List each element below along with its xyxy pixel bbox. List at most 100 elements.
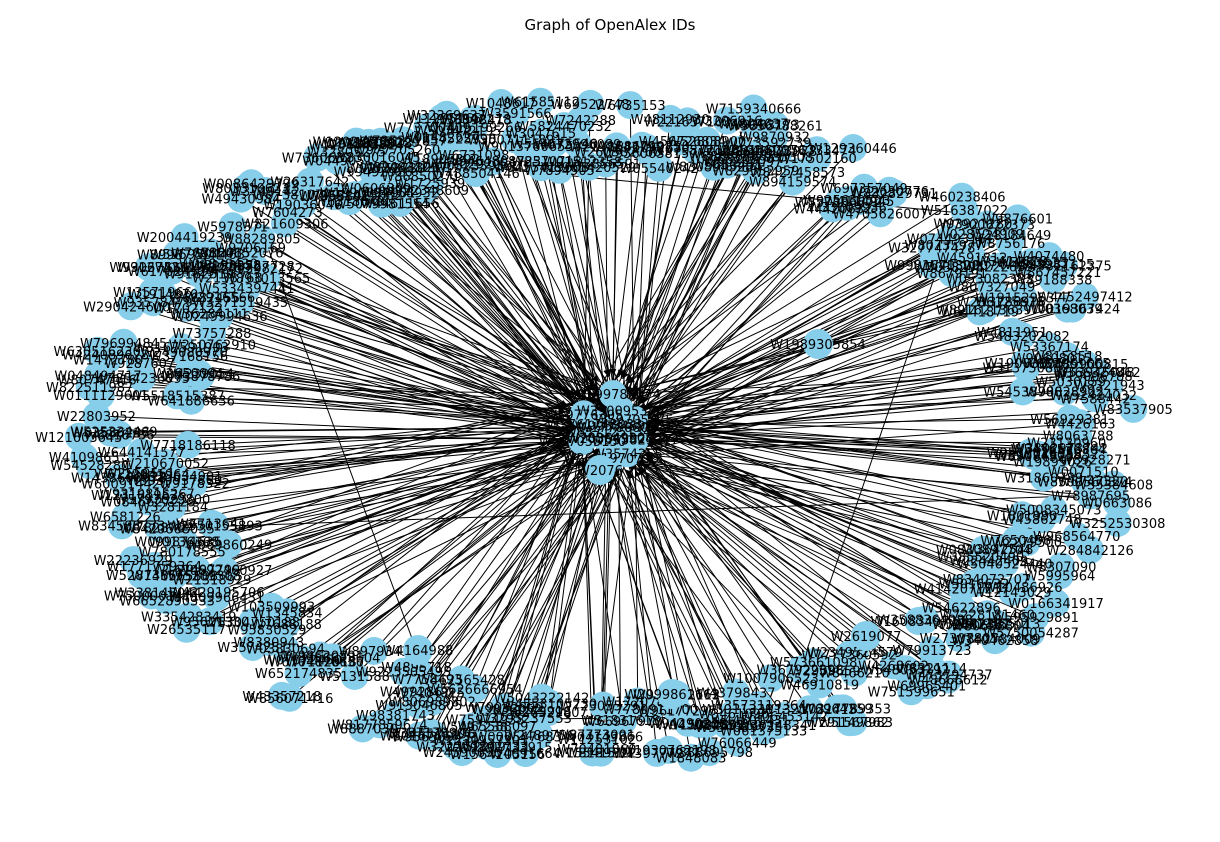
graph-edge (628, 150, 770, 395)
node-label: W867457221 (1014, 266, 1101, 281)
graph-node (174, 431, 202, 459)
node-label: W525334469 (70, 426, 157, 441)
graph-node (695, 738, 724, 767)
node-label: W3167591903 (133, 341, 229, 356)
node-label: W4074480 (1014, 250, 1085, 265)
node-label: W8928271 (1060, 454, 1131, 469)
graph-edge (461, 468, 620, 753)
graph-edge (638, 362, 1025, 411)
graph-edge (600, 391, 1065, 442)
node-label: W8646923978 (722, 145, 818, 160)
graph-edge (623, 443, 739, 710)
node-label: W1801990 (987, 509, 1058, 524)
graph-node (866, 199, 895, 228)
node-label: W0846627229 (100, 495, 196, 510)
node-label: W842784009 (953, 633, 1040, 648)
node-label: W834588773 (78, 519, 165, 534)
graph-edge (642, 266, 950, 445)
graph-edge (546, 160, 610, 377)
graph-node (786, 655, 815, 684)
node-label: W1608349717 (871, 615, 967, 630)
graph-node (120, 480, 149, 509)
node-label: W04878430 (179, 257, 258, 272)
node-label: W69084525 (995, 450, 1074, 465)
node-label: W6455419608 (494, 161, 590, 176)
graph-node (526, 87, 555, 116)
graph-edge (302, 204, 598, 447)
node-label: W94158932 (360, 186, 439, 201)
graph-node (1070, 467, 1099, 496)
node-label: W4142071217 (914, 582, 1010, 597)
node-label: W912743919 (117, 261, 204, 276)
node-label: W630516230 (54, 345, 141, 360)
graph-edge (472, 441, 611, 727)
graph-edge (591, 430, 740, 728)
node-label: W27307805 (920, 632, 999, 647)
node-layer (64, 87, 1148, 772)
graph-edge (635, 428, 1023, 516)
graph-edge (211, 443, 590, 580)
graph-edge (177, 394, 601, 428)
graph-edge (639, 456, 728, 726)
graph-edge (240, 198, 580, 415)
node-label: W1230957201 (433, 734, 529, 749)
node-label: W5939937860 (127, 474, 223, 489)
node-label: W8679191 (917, 267, 988, 282)
graph-node (160, 561, 189, 590)
node-label: W9876601 (982, 212, 1053, 227)
graph-edge (783, 196, 963, 717)
graph-edge (621, 450, 815, 663)
node-label: W3856591 (570, 157, 641, 172)
graph-edge (629, 422, 1081, 460)
graph-edge (628, 459, 1077, 537)
node-label: W4811951 (977, 326, 1048, 341)
node-label: W8321943 (1074, 379, 1145, 394)
node-label: W4992867 (380, 685, 451, 700)
node-label: W048494717 (54, 369, 141, 384)
graph-node (851, 621, 881, 651)
node-label: W751599651 (868, 685, 955, 700)
node-label: W894159574 (749, 176, 836, 191)
graph-node (201, 511, 229, 540)
node-label: W54538706 (983, 386, 1062, 401)
graph-node (654, 735, 683, 764)
node-label: W23130960 (1027, 437, 1106, 452)
node-label: W557386672 (795, 196, 882, 211)
graph-edge (211, 332, 595, 454)
node-label: W198620891 (277, 650, 364, 665)
node-label: W54622896 (922, 601, 1001, 616)
graph-edge (644, 457, 989, 562)
node-label: W48112930 (631, 113, 710, 128)
graph-edge (139, 430, 590, 474)
graph-node (911, 605, 940, 634)
graph-edge (523, 455, 629, 718)
graph-edge (254, 267, 568, 408)
node-label: W75974938 (446, 714, 525, 729)
graph-node (545, 155, 574, 184)
node-label: W773592739 (724, 137, 811, 152)
node-label: W1206643614 (309, 138, 405, 153)
node-label: W6652890333 (119, 594, 215, 609)
node-label: W87773001 (556, 728, 635, 743)
node-label: W6818736 (84, 429, 155, 444)
node-label: W0111129601 (53, 389, 149, 404)
figure-title: Graph of OpenAlex IDs (524, 16, 696, 34)
node-label: W18905892 (401, 153, 480, 168)
node-label: W4809966431 (169, 591, 265, 606)
node-label: W7894505 (524, 164, 595, 179)
node-label: W854525998 (409, 133, 496, 148)
node-label: W1345834 (252, 606, 323, 621)
node-label: W313750802 (982, 362, 1069, 377)
node-label: W26535117 (147, 623, 226, 638)
node-label: W3461090 (698, 708, 769, 723)
node-label: W913046805 (375, 699, 462, 714)
node-label: W460238406 (918, 191, 1005, 206)
graph-node (1028, 505, 1056, 534)
node-label: W3574265 (592, 447, 663, 462)
node-label: W120152076 (196, 247, 283, 262)
graph-node (180, 469, 209, 498)
graph-node (795, 695, 824, 724)
node-label: W46910819 (780, 678, 859, 693)
graph-edge (632, 457, 639, 702)
graph-edge (634, 256, 973, 419)
